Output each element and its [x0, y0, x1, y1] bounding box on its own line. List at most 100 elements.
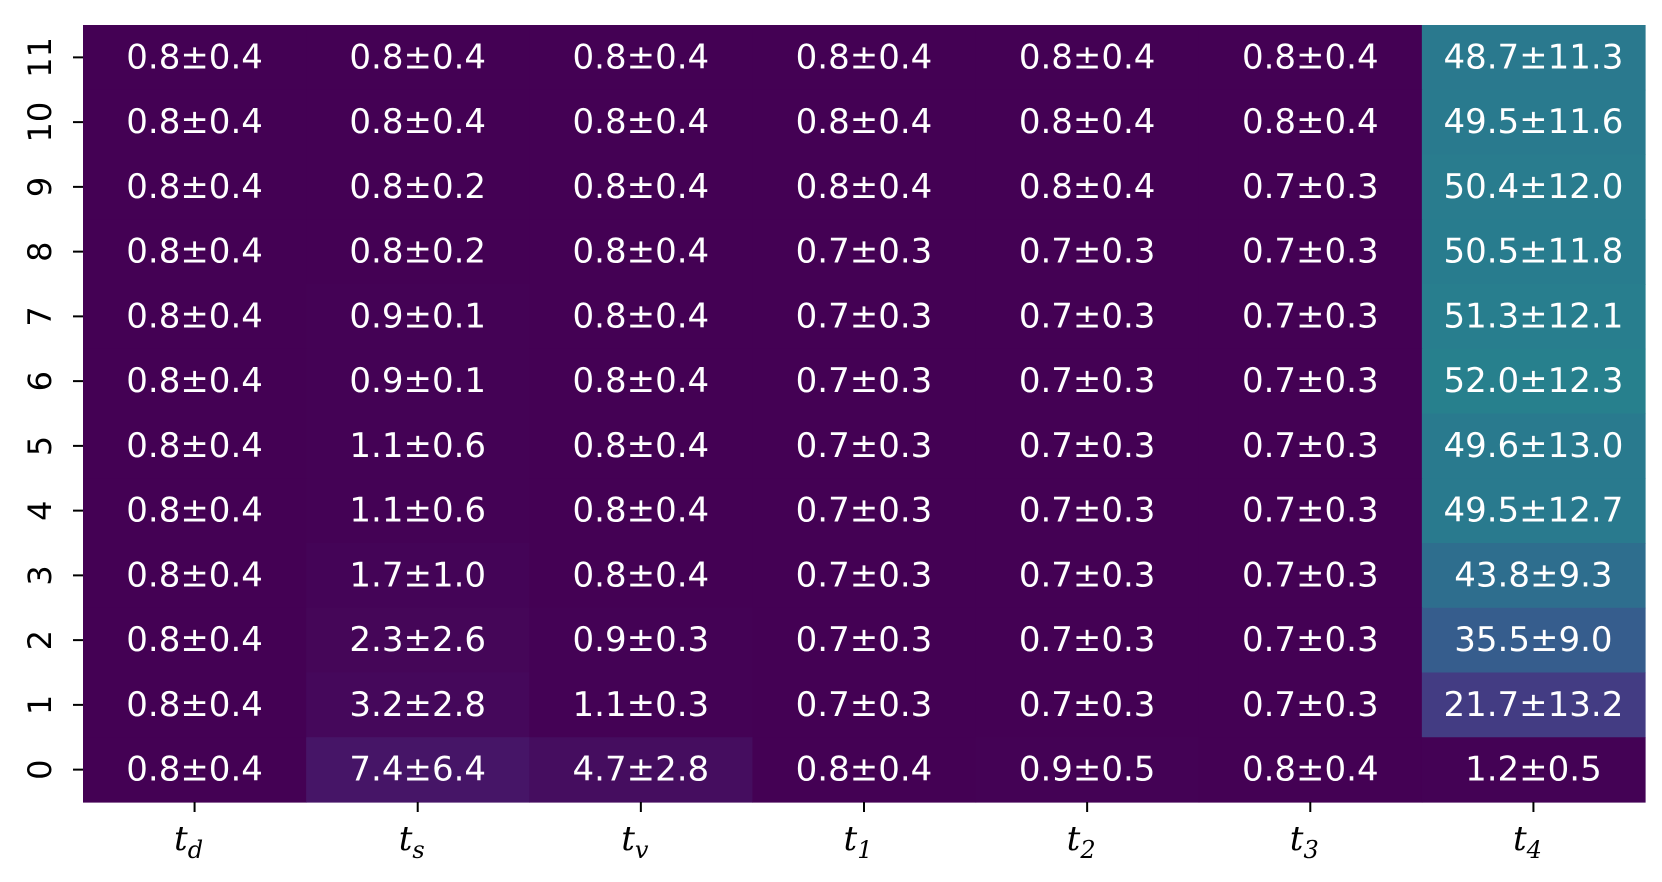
- cell-label: 1.1±0.6: [349, 426, 486, 466]
- cell-label: 0.8±0.4: [126, 37, 263, 77]
- cell-label: 0.7±0.3: [1242, 620, 1379, 660]
- cell-label: 0.7±0.3: [1242, 167, 1379, 207]
- heatmap-cell: [1198, 478, 1423, 544]
- cell-label: 0.7±0.3: [796, 620, 933, 660]
- heatmap-cell: [83, 348, 307, 415]
- heatmap-cell: [83, 154, 307, 220]
- heatmap-cell: [752, 154, 977, 220]
- cell-label: 0.8±0.4: [796, 37, 933, 77]
- cell-label: 0.8±0.4: [573, 37, 710, 77]
- heatmap-cell: [529, 413, 754, 479]
- cell-label: 0.7±0.3: [1019, 296, 1156, 336]
- heatmap-cell: [752, 478, 977, 544]
- cell-label: 0.8±0.4: [796, 750, 933, 790]
- x-tick-label-subscript: 4: [1526, 836, 1542, 864]
- x-tick-label: td: [174, 819, 203, 864]
- x-tick-label: t1: [844, 819, 873, 864]
- y-tick-label: 9: [21, 177, 59, 197]
- cell-label: 0.7±0.3: [796, 296, 933, 336]
- cell-label: 0.8±0.4: [573, 555, 710, 595]
- cell-label: 0.8±0.4: [126, 620, 263, 660]
- cell-label: 3.2±2.8: [349, 685, 486, 725]
- heatmap-cell: [752, 219, 977, 285]
- cell-label: 35.5±9.0: [1454, 620, 1612, 660]
- cell-label: 0.8±0.4: [126, 296, 263, 336]
- cell-label: 0.8±0.4: [573, 232, 710, 272]
- y-tick-label: 0: [21, 759, 59, 779]
- y-tick-label: 8: [21, 241, 59, 261]
- heatmap-cell: [1421, 737, 1646, 803]
- x-axis: td ts tv t1 t2 t3 t4: [174, 802, 1542, 864]
- heatmap-cell: [975, 543, 1200, 609]
- x-tick-label-base: t: [399, 819, 413, 859]
- heatmap-cell: [1421, 25, 1646, 91]
- heatmap-cell: [752, 284, 977, 350]
- heatmap-cell: [306, 607, 530, 674]
- heatmap-cell: [83, 737, 307, 803]
- x-tick-label-subscript: s: [412, 836, 424, 864]
- heatmap-cell: [529, 89, 754, 156]
- cell-label: 0.7±0.3: [1019, 620, 1156, 660]
- heatmap-cell: [975, 154, 1200, 220]
- heatmap-cell: [529, 672, 754, 738]
- y-tick-label: 6: [21, 371, 59, 391]
- x-tick-label-subscript: v: [635, 836, 649, 864]
- heatmap-cell: [1198, 737, 1423, 803]
- y-tick-label: 5: [21, 436, 59, 456]
- heatmap-cell: [306, 672, 530, 738]
- heatmap-cell: [975, 348, 1200, 415]
- heatmap-cell: [1421, 672, 1646, 738]
- heatmap-cell: [1198, 348, 1423, 415]
- heatmap-cell: [83, 607, 307, 674]
- heatmap-cell: [306, 284, 530, 350]
- heatmap-cell: [306, 219, 530, 285]
- cell-label: 0.7±0.3: [796, 232, 933, 272]
- cell-label: 0.8±0.4: [573, 102, 710, 142]
- heatmap-cell: [83, 25, 307, 91]
- x-tick-label-subscript: 2: [1079, 836, 1095, 864]
- x-tick-label: t3: [1290, 819, 1319, 864]
- heatmap-cell: [83, 413, 307, 479]
- heatmap-cell: [1421, 154, 1646, 220]
- heatmap-cell: [1421, 89, 1646, 156]
- cell-label: 0.7±0.3: [1019, 426, 1156, 466]
- cell-label: 1.7±1.0: [349, 555, 486, 595]
- heatmap-cell: [83, 219, 307, 285]
- y-tick-label: 3: [21, 565, 59, 585]
- y-tick-label: 1: [21, 695, 59, 715]
- cell-label: 0.8±0.4: [573, 167, 710, 207]
- heatmap-cell: [529, 348, 754, 415]
- heatmap-cell: [752, 543, 977, 609]
- cell-label: 51.3±12.1: [1443, 296, 1623, 336]
- cell-label: 0.8±0.4: [573, 426, 710, 466]
- cell-label: 0.7±0.3: [796, 491, 933, 531]
- heatmap-cell: [1421, 284, 1646, 350]
- cell-label: 49.5±12.7: [1443, 491, 1623, 531]
- cell-label: 0.7±0.3: [1019, 232, 1156, 272]
- cell-label: 0.8±0.4: [1019, 37, 1156, 77]
- x-tick-label-subscript: 3: [1303, 836, 1318, 864]
- heatmap-cell: [975, 284, 1200, 350]
- heatmap-cell: [752, 413, 977, 479]
- y-tick-label: 11: [21, 37, 59, 78]
- heatmap-cell: [1421, 219, 1646, 285]
- cell-label: 0.8±0.4: [1242, 750, 1379, 790]
- heatmap-cell: [1198, 284, 1423, 350]
- cell-label: 0.8±0.4: [126, 491, 263, 531]
- cell-label: 1.2±0.5: [1465, 750, 1602, 790]
- cell-label: 0.8±0.4: [349, 102, 486, 142]
- heatmap-cell: [306, 737, 530, 803]
- y-tick-label: 10: [21, 102, 59, 143]
- cell-label: 0.9±0.1: [349, 296, 486, 336]
- heatmap-cell: [1198, 672, 1423, 738]
- cell-label: 0.8±0.4: [1242, 37, 1379, 77]
- cell-label: 0.7±0.3: [796, 361, 933, 401]
- cell-label: 50.4±12.0: [1443, 167, 1623, 207]
- heatmap-cells: 0.8±0.4 0.8±0.4 0.8±0.4 0.8±0.4 0.8±0.4 0.8±0…: [83, 25, 1646, 803]
- cell-label: 0.7±0.3: [796, 555, 933, 595]
- x-tick-label-base: t: [844, 819, 858, 859]
- x-tick-label-base: t: [1067, 819, 1081, 859]
- heatmap-cell: [529, 25, 754, 91]
- x-tick-label-base: t: [174, 819, 188, 859]
